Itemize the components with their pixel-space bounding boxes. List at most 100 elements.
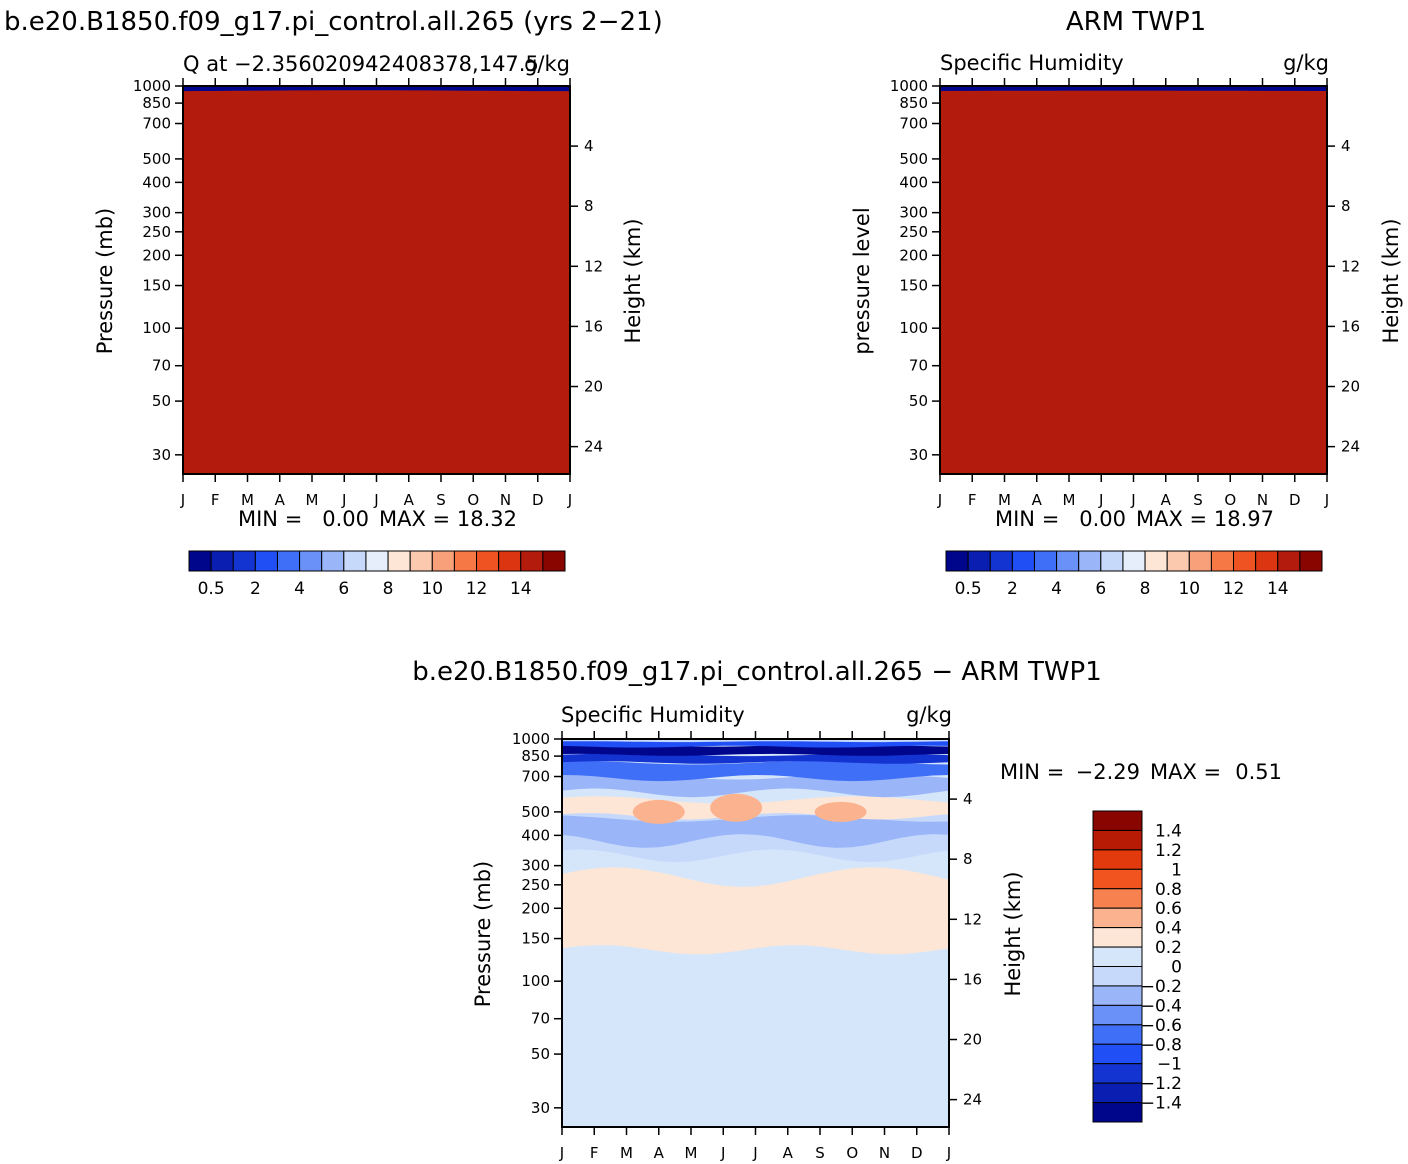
y-right-tick-label: 16 [963, 970, 982, 988]
colorbar-label: 0.2 [1155, 938, 1182, 958]
colorbar-swatch [542, 550, 566, 572]
y-right-tick-label: 8 [1341, 197, 1351, 215]
contour-fill-blob [632, 799, 685, 824]
y-tick-label: 400 [521, 826, 550, 844]
colorbar-label: −0.4 [1141, 996, 1182, 1016]
x-tick-label: D [532, 491, 544, 509]
x-tick-label: S [815, 1144, 825, 1162]
colorbar-swatch [1092, 888, 1143, 909]
colorbar-label: 8 [1140, 579, 1151, 599]
panel-obs-ylabel-right: Height (km) [1379, 218, 1403, 343]
colorbar-label: −1.4 [1141, 1094, 1182, 1114]
colorbar-swatch [1092, 907, 1143, 929]
colorbar-swatch [1092, 1063, 1143, 1084]
colorbar-swatch [1100, 550, 1124, 572]
colorbar-swatch [476, 550, 500, 572]
colorbar-label: 10 [421, 579, 443, 599]
colorbar-swatch [1210, 550, 1235, 572]
x-tick-label: O [467, 491, 479, 509]
panel-model-min-value: 0.00 [322, 507, 369, 531]
x-tick-label: M [998, 491, 1011, 509]
panel-obs-title: ARM TWP1 [1066, 7, 1206, 37]
colorbar-swatch [945, 550, 969, 572]
contour-fill-blob [710, 793, 763, 822]
colorbar-swatch [254, 550, 278, 572]
panel-diff-min-value: −2.29 [1076, 760, 1140, 784]
y-tick-label: 200 [521, 899, 550, 917]
y-tick-label: 150 [521, 930, 550, 948]
x-tick-label: J [341, 491, 346, 509]
colorbar-swatch [1011, 550, 1035, 572]
x-tick-label: M [1063, 491, 1076, 509]
x-tick-label: A [783, 1144, 794, 1162]
panel-model-colorbar: 0.5 2 4 6 8 10 12 14 [188, 550, 566, 599]
contour-fill-blob [814, 801, 867, 822]
y-right-tick-label: 12 [963, 910, 982, 928]
y-tick-label: 300 [521, 857, 550, 875]
panel-diff-subtitle: Specific Humidity [561, 703, 745, 727]
y-right-tick-label: 4 [1341, 137, 1351, 155]
panel-diff: b.e20.B1850.f09_g17.pi_control.all.265 −… [412, 657, 1282, 1162]
colorbar-swatch [1122, 550, 1146, 572]
colorbar-swatch [365, 550, 389, 572]
y-tick-label: 150 [899, 277, 928, 295]
y-tick-label: 50 [531, 1045, 550, 1063]
colorbar-swatch [498, 550, 522, 572]
x-tick-label: M [241, 491, 254, 509]
colorbar-label: 0 [1171, 958, 1182, 978]
y-tick-label: 1000 [133, 77, 171, 95]
x-tick-label: O [846, 1144, 858, 1162]
x-tick-label: J [937, 491, 942, 509]
colorbar-label: 2 [250, 579, 261, 599]
y-tick-label: 250 [899, 223, 928, 241]
colorbar-label: 1 [1171, 860, 1182, 880]
y-right-tick-label: 20 [963, 1031, 982, 1049]
y-tick-label: 500 [521, 803, 550, 821]
colorbar-label: 12 [466, 579, 488, 599]
x-tick-label: A [275, 491, 286, 509]
y-right-tick-label: 8 [963, 850, 973, 868]
x-tick-label: F [590, 1144, 599, 1162]
colorbar-swatch [276, 550, 301, 572]
panel-model: b.e20.B1850.f09_g17.pi_control.all.265 (… [4, 7, 663, 599]
y-tick-label: 700 [142, 115, 171, 133]
colorbar-swatch [1092, 1043, 1143, 1065]
colorbar-label: −0.8 [1141, 1035, 1182, 1055]
panel-obs-min-label: MIN = [995, 507, 1059, 531]
panel-obs-max-label: MAX = [1136, 507, 1207, 531]
colorbar-label: 8 [383, 579, 394, 599]
colorbar-swatch [1092, 966, 1143, 987]
x-tick-label: J [752, 1144, 757, 1162]
x-tick-label: N [500, 491, 511, 509]
colorbar-swatch [1092, 1004, 1143, 1026]
y-tick-label: 70 [152, 357, 171, 375]
panel-diff-colorbar: 1.41.210.80.60.40.20−0.2−0.4−0.6−0.8−1−1… [1092, 810, 1182, 1123]
colorbar-swatch [1255, 550, 1279, 572]
y-tick-label: 700 [521, 768, 550, 786]
x-tick-label: J [1130, 491, 1135, 509]
y-tick-label: 400 [899, 173, 928, 191]
colorbar-swatch [188, 550, 212, 572]
x-tick-label: A [1161, 491, 1172, 509]
y-right-tick-label: 20 [584, 378, 603, 396]
panel-model-title: b.e20.B1850.f09_g17.pi_control.all.265 (… [4, 7, 663, 37]
y-right-tick-label: 16 [1341, 317, 1360, 335]
y-tick-label: 500 [142, 150, 171, 168]
y-tick-label: 30 [152, 446, 171, 464]
x-tick-label: A [404, 491, 415, 509]
panel-model-units: g/kg [524, 52, 570, 76]
panel-diff-max-label: MAX = [1150, 760, 1221, 784]
x-tick-label: S [436, 491, 446, 509]
y-right-tick-label: 24 [963, 1091, 982, 1109]
colorbar-swatch [1092, 868, 1143, 890]
x-tick-label: J [720, 1144, 725, 1162]
panel-model-subtitle: Q at −2.356020942408378,147.5 [183, 52, 539, 76]
y-tick-label: 850 [142, 94, 171, 112]
x-tick-label: J [1098, 491, 1103, 509]
y-right-tick-label: 24 [1341, 438, 1360, 456]
panel-obs-min-value: 0.00 [1079, 507, 1126, 531]
y-tick-label: 200 [142, 246, 171, 264]
colorbar-swatch [1092, 985, 1143, 1006]
colorbar-label: −1.2 [1141, 1074, 1182, 1094]
